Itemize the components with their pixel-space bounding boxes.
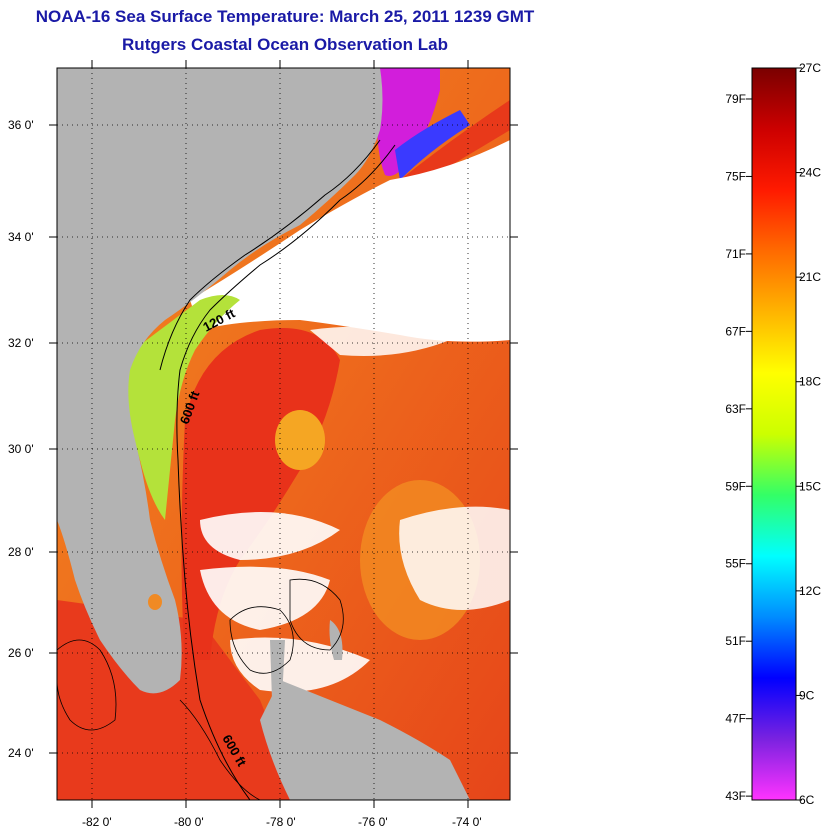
lon-label: -74 0' [452,815,482,829]
lat-label: 28 0' [8,545,34,559]
cold-water-magenta [377,68,440,176]
celsius-label: 6C [799,793,815,807]
cloud-cover-north [190,140,510,342]
fahrenheit-label: 67F [725,324,746,338]
lon-label: -76 0' [358,815,388,829]
gulf-stream-north [400,100,510,190]
celsius-label: 15C [799,479,821,493]
contour-120ft [159,139,381,371]
cold-water-blue [395,110,470,180]
contour-600ft-south [179,699,261,800]
fahrenheit-label: 51F [725,634,746,648]
lake-okeechobee [148,594,162,610]
warm-eddy [275,410,325,470]
land-cuba [260,680,470,800]
fahrenheit-label: 47F [725,712,746,726]
graticule [57,68,510,800]
lat-label: 24 0' [8,746,34,760]
celsius-label: 27C [799,61,821,75]
temperature-colorbar: 79F 75F 71F 67F 63F 59F 55F 51F 47F 43F 27C 24C 21C… [725,61,821,807]
shelf-water [120,295,240,520]
map-subtitle: Rutgers Coastal Ocean Observation Lab [122,35,448,54]
fahrenheit-label: 71F [725,247,746,261]
contour-600ft [176,144,396,800]
land-bahamas [329,620,343,660]
cloud-patch [200,566,330,630]
colorbar-gradient [751,67,797,801]
lon-label: -80 0' [174,815,204,829]
fahrenheit-label: 59F [725,479,746,493]
lat-label: 32 0' [8,336,34,350]
celsius-scale: 27C 24C 21C 18C 15C 12C 9C 6C [796,61,821,807]
celsius-label: 18C [799,375,821,389]
lat-label: 34 0' [8,230,34,244]
land-us-east-coast [57,68,383,694]
contour-gulf [57,639,117,731]
fahrenheit-scale: 79F 75F 71F 67F 63F 59F 55F 51F 47F 43F [725,92,752,803]
contour-bahamas-bank [229,606,294,674]
fahrenheit-label: 79F [725,92,746,106]
lat-label: 36 0' [8,118,34,132]
cloud-patch [200,512,340,560]
lon-label: -82 0' [82,815,112,829]
lat-label: 26 0' [8,646,34,660]
map-frame [56,67,511,801]
celsius-label: 9C [799,688,815,702]
lat-label: 30 0' [8,442,34,456]
cloud-patch [399,506,510,610]
contour-bahamas-bank [289,578,344,651]
fahrenheit-label: 63F [725,402,746,416]
fahrenheit-label: 75F [725,169,746,183]
axis-ticks [49,60,518,808]
cloud-patch [310,326,450,356]
fahrenheit-label: 43F [725,789,746,803]
fahrenheit-label: 55F [725,557,746,571]
map-title: NOAA-16 Sea Surface Temperature: March 2… [35,7,535,26]
celsius-label: 21C [799,270,821,284]
map-plot-area [57,68,510,800]
celsius-label: 12C [799,584,821,598]
sst-map: 120 ft 600 ft 600 ft 36 0' 34 0' 32 0' [8,60,518,829]
lon-label: -78 0' [266,815,296,829]
celsius-label: 24C [799,166,821,180]
